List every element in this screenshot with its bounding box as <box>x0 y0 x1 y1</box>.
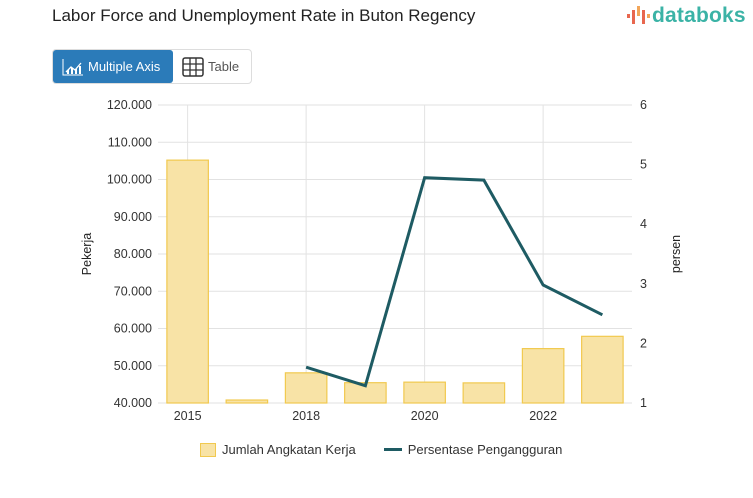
y-left-tick-label: 70.000 <box>114 284 152 298</box>
databoks-logo: databoks <box>626 4 746 28</box>
bar <box>521 348 565 404</box>
y-left-tick-label: 40.000 <box>114 396 152 410</box>
bar <box>462 382 506 404</box>
chart-title: Labor Force and Unemployment Rate in But… <box>52 6 476 25</box>
x-tick-label: 2020 <box>411 409 439 423</box>
bar <box>225 399 269 404</box>
legend: Jumlah Angkatan Kerja Persentase Pengang… <box>200 442 562 457</box>
y-left-tick-label: 80.000 <box>114 247 152 261</box>
table-icon <box>182 56 204 77</box>
y-left-tick-label: 90.000 <box>114 210 152 224</box>
legend-item-line[interactable]: Persentase Pengangguran <box>383 442 563 457</box>
x-tick-label: 2018 <box>292 409 320 423</box>
legend-label: Persentase Pengangguran <box>407 442 563 457</box>
legend-label: Jumlah Angkatan Kerja <box>222 442 356 457</box>
tab-table[interactable]: Table <box>173 50 248 83</box>
y-left-tick-label: 50.000 <box>114 359 152 373</box>
legend-item-bar[interactable]: Jumlah Angkatan Kerja <box>200 442 356 457</box>
x-tick-label: 2015 <box>174 409 202 423</box>
bar <box>284 372 328 404</box>
view-tabs: Multiple Axis Table <box>52 49 252 84</box>
y-right-tick-label: 2 <box>640 336 647 350</box>
legend-swatch-line <box>383 448 402 451</box>
logo-bars-icon <box>627 6 650 24</box>
y-right-axis-label: persen <box>669 235 683 273</box>
x-tick-label: 2022 <box>529 409 557 423</box>
y-left-axis-label: Pekerja <box>80 233 94 275</box>
tab-multiple-axis[interactable]: Multiple Axis <box>53 50 173 83</box>
y-left-tick-label: 120.000 <box>107 98 152 112</box>
tab-label: Multiple Axis <box>88 59 161 74</box>
y-right-tick-label: 3 <box>640 277 647 291</box>
y-right-tick-label: 5 <box>640 158 647 172</box>
legend-swatch-bar <box>200 442 216 457</box>
y-left-tick-label: 110.000 <box>108 135 152 149</box>
tab-label: Table <box>208 59 240 74</box>
bar <box>166 159 209 404</box>
y-left-tick-label: 100.000 <box>107 173 152 187</box>
bar <box>403 381 446 404</box>
y-right-tick-label: 6 <box>640 98 647 112</box>
chart-icon <box>62 58 83 75</box>
y-right-tick-label: 4 <box>640 217 647 231</box>
y-right-tick-label: 1 <box>640 396 647 410</box>
bar <box>581 335 624 404</box>
y-left-tick-label: 60.000 <box>114 322 152 336</box>
brand-name: databoks <box>652 4 746 27</box>
unemployment-line <box>305 176 604 388</box>
